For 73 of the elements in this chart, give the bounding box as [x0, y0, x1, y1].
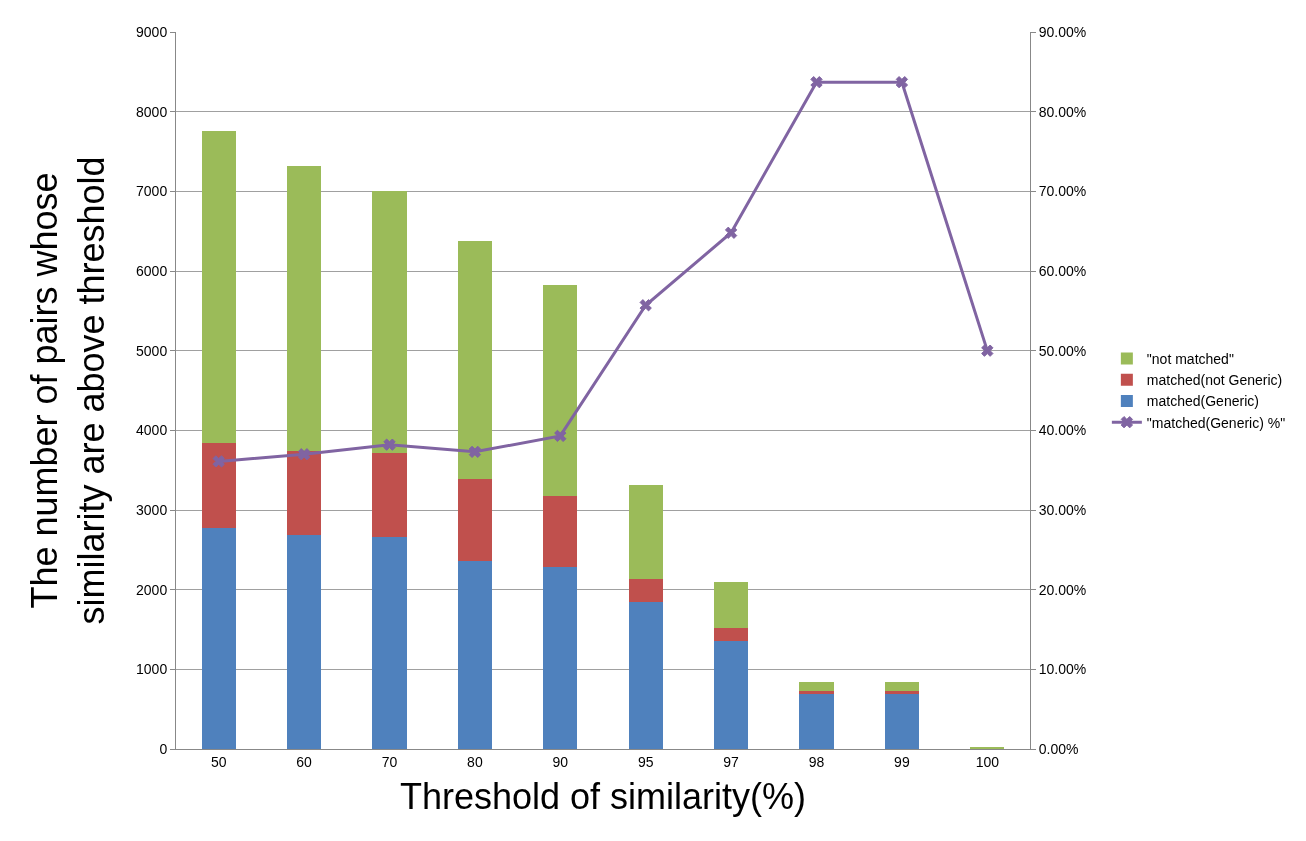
bar: [884, 691, 919, 694]
y2-tick-label: 0.00%: [1038, 740, 1079, 757]
y-tick-label: 8000: [136, 103, 168, 120]
legend-label: "matched(Generic) %": [1146, 414, 1286, 431]
y-tick-label: 2000: [136, 581, 168, 598]
x-tick-label: 50: [210, 753, 227, 770]
point: [895, 76, 909, 89]
bar: [628, 484, 663, 579]
y-tick-label: 6000: [136, 262, 168, 279]
y-tick-label: 7000: [136, 183, 168, 200]
point: [639, 299, 652, 312]
bar: [543, 284, 578, 496]
legend-label: matched(Generic): [1146, 393, 1259, 410]
bar: [884, 693, 919, 749]
point: [383, 438, 396, 451]
y-axis-title: The number of pairs whose similarity are above threshold: [24, 156, 112, 625]
bar: [714, 581, 749, 628]
x-tick-label: 98: [808, 753, 825, 770]
y2-tick-label: 70.00%: [1038, 183, 1087, 200]
bar: [201, 527, 236, 749]
bar: [884, 681, 919, 692]
bar: [799, 693, 834, 749]
y-tick-label: 5000: [136, 342, 168, 359]
bar: [543, 495, 578, 568]
y-tick-label: 3000: [136, 501, 168, 518]
bar: [372, 453, 407, 538]
x-tick-label: 70: [381, 753, 398, 770]
point: [981, 344, 994, 357]
bar: [543, 567, 578, 749]
point: [810, 76, 823, 89]
y2-tick-label: 60.00%: [1038, 262, 1087, 279]
x-tick-label: 90: [552, 753, 569, 770]
y2-tick-label: 30.00%: [1038, 501, 1087, 518]
x-tick-label: 80: [467, 753, 483, 770]
y2-tick-label: 50.00%: [1038, 342, 1087, 359]
point: [297, 448, 311, 461]
legend-label: "not matched": [1146, 351, 1234, 368]
bar: [714, 627, 749, 642]
bar: [799, 681, 834, 692]
bar: [799, 691, 834, 694]
point: [468, 445, 482, 458]
y-tick-label: 4000: [136, 422, 168, 439]
bar: [457, 560, 492, 749]
y2-tick-label: 40.00%: [1038, 422, 1087, 439]
bar: [457, 240, 492, 479]
y-tick-label: 0: [159, 740, 168, 757]
bar: [372, 537, 407, 749]
bar: [628, 578, 663, 603]
bar: [287, 165, 322, 452]
y-tick-label: 9000: [136, 23, 168, 40]
legend-label: matched(not Generic): [1146, 372, 1283, 389]
bar: [714, 641, 749, 749]
y-tick-label: 1000: [136, 661, 168, 678]
bar: [201, 130, 236, 444]
x-tick-label: 95: [637, 753, 654, 770]
point: [212, 455, 225, 468]
y2-tick-label: 20.00%: [1038, 581, 1087, 598]
bar: [201, 443, 236, 528]
y2-tick-label: 80.00%: [1038, 103, 1087, 120]
bar: [287, 451, 322, 535]
y2-tick-label: 10.00%: [1038, 661, 1087, 678]
bar: [628, 602, 663, 749]
bar: [372, 191, 407, 454]
x-axis-title: Threshold of similarity(%): [399, 776, 807, 818]
point: [554, 429, 567, 443]
bar: [287, 534, 322, 749]
x-tick-label: 97: [723, 753, 740, 770]
x-tick-label: 100: [975, 753, 1000, 770]
x-tick-label: 60: [296, 753, 313, 770]
bar: [457, 478, 492, 561]
point: [724, 226, 738, 239]
x-tick-label: 99: [894, 753, 910, 770]
y2-tick-label: 90.00%: [1038, 23, 1087, 40]
